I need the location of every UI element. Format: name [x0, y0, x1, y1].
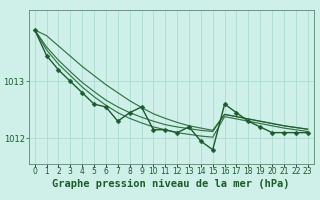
- X-axis label: Graphe pression niveau de la mer (hPa): Graphe pression niveau de la mer (hPa): [52, 179, 290, 189]
